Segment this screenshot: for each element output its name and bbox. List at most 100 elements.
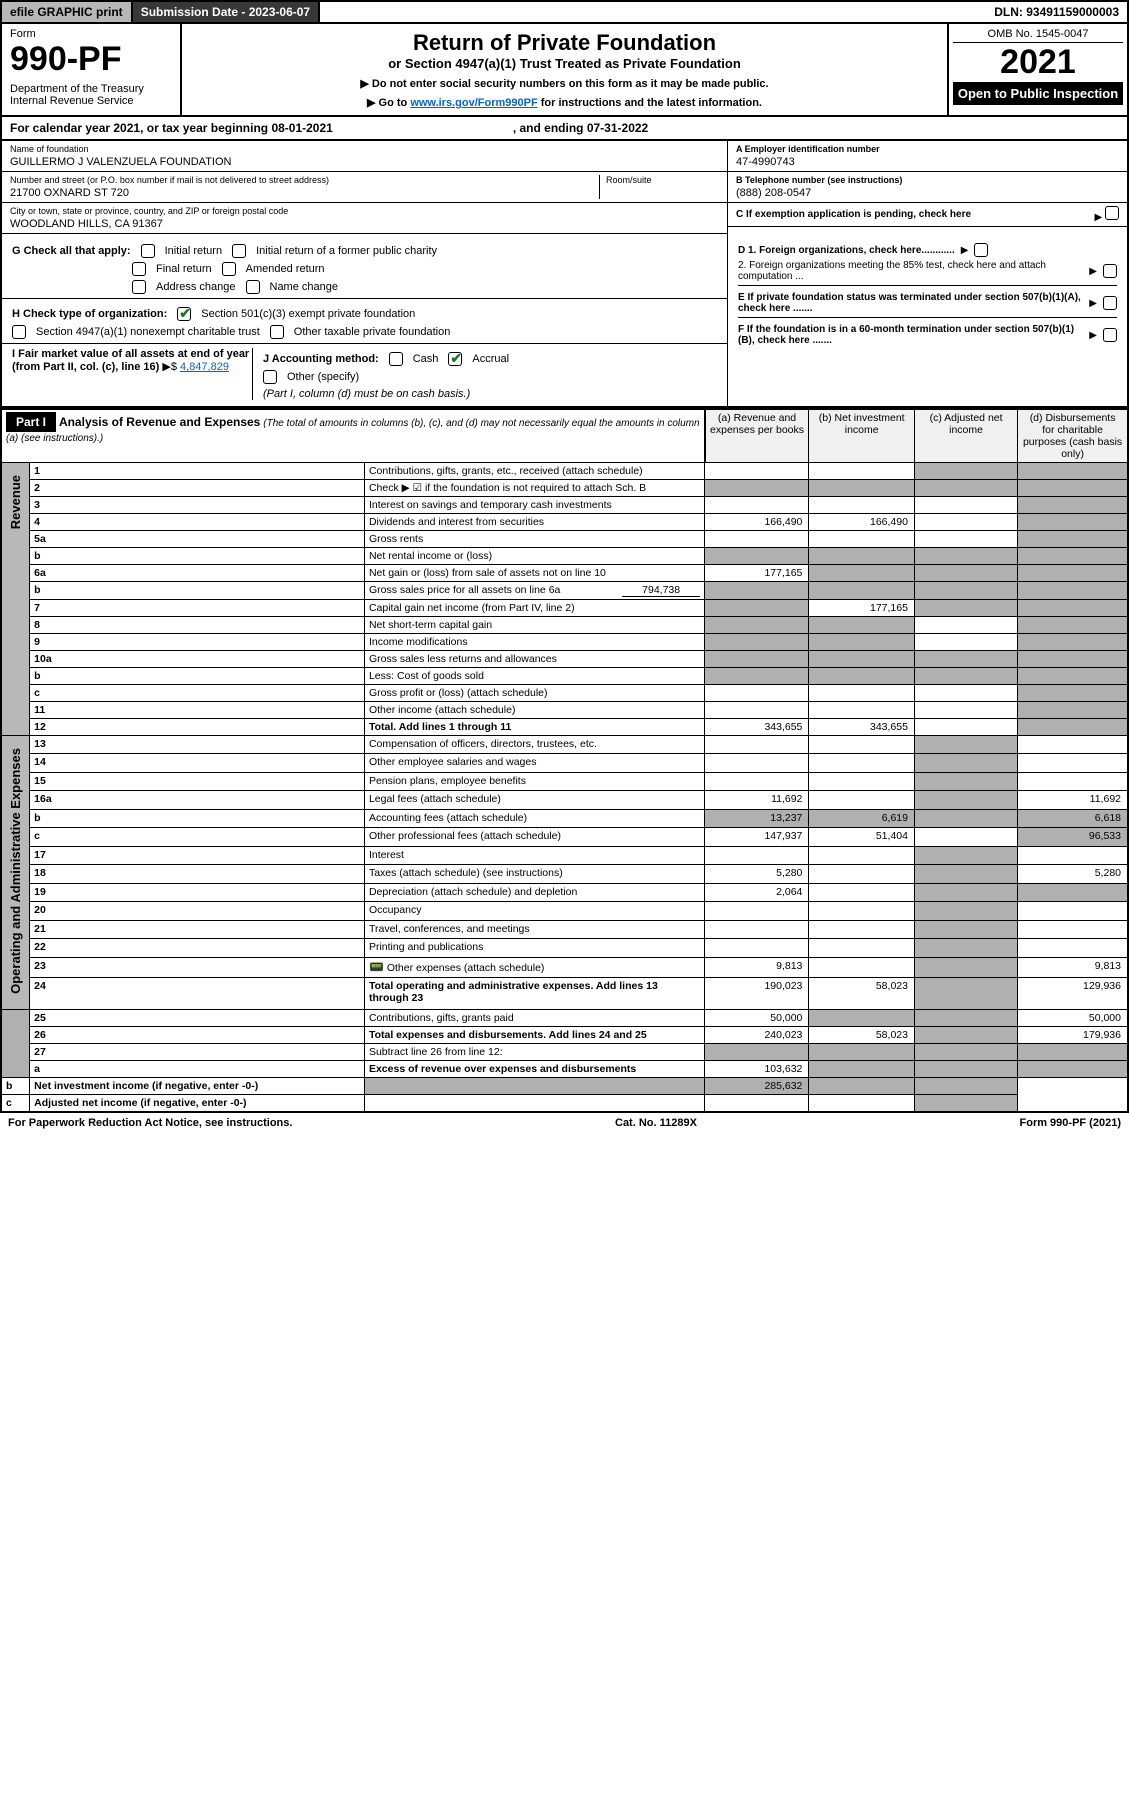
line-description: Gross sales less returns and allowances <box>364 651 704 668</box>
amount-cell <box>705 920 809 938</box>
line-number: b <box>1 1077 30 1094</box>
amount-cell: 177,165 <box>809 600 915 617</box>
amount-cell <box>364 1077 704 1094</box>
line-description: Compensation of officers, directors, tru… <box>364 736 704 754</box>
amount-cell: 13,237 <box>705 809 809 827</box>
amount-cell <box>809 939 915 957</box>
amount-cell <box>914 668 1017 685</box>
form-number: 990-PF <box>10 40 172 79</box>
amount-cell <box>1018 772 1128 790</box>
line-description: Net short-term capital gain <box>364 617 704 634</box>
col-a-header: (a) Revenue and expenses per books <box>705 409 809 463</box>
amount-cell: 50,000 <box>1018 1009 1128 1026</box>
initial-return-checkbox[interactable] <box>141 244 155 258</box>
table-row: 20Occupancy <box>1 902 1128 920</box>
page-footer: For Paperwork Reduction Act Notice, see … <box>0 1113 1129 1133</box>
top-bar: efile GRAPHIC print Submission Date - 20… <box>0 0 1129 24</box>
amount-cell: 9,813 <box>705 957 809 978</box>
amount-cell <box>914 463 1017 480</box>
amount-cell <box>1018 668 1128 685</box>
initial-former-checkbox[interactable] <box>232 244 246 258</box>
line-description: Occupancy <box>364 902 704 920</box>
h-checks: H Check type of organization: Section 50… <box>12 307 717 321</box>
line-description: Interest on savings and temporary cash i… <box>364 497 704 514</box>
line-number: c <box>30 828 365 846</box>
other-taxable-checkbox[interactable] <box>270 325 284 339</box>
instruction-1: Do not enter social security numbers on … <box>188 77 941 90</box>
amended-return-checkbox[interactable] <box>222 262 236 276</box>
amount-cell <box>914 1043 1017 1060</box>
amount-cell <box>914 736 1017 754</box>
address-change-checkbox[interactable] <box>132 280 146 294</box>
amount-cell <box>914 772 1017 790</box>
amount-cell <box>914 883 1017 901</box>
amount-cell <box>914 1026 1017 1043</box>
4947a1-checkbox[interactable] <box>12 325 26 339</box>
exemption-checkbox[interactable] <box>1105 206 1119 220</box>
amount-cell <box>809 791 915 809</box>
line-number: 20 <box>30 902 365 920</box>
line-number: 21 <box>30 920 365 938</box>
line-description: Net rental income or (loss) <box>364 548 704 565</box>
amount-cell <box>809 920 915 938</box>
line-number: a <box>30 1060 365 1077</box>
line-number: b <box>30 809 365 827</box>
status-terminated-checkbox[interactable] <box>1103 296 1117 310</box>
amount-cell <box>914 497 1017 514</box>
501c3-checkbox[interactable] <box>177 307 191 321</box>
table-row: 10aGross sales less returns and allowanc… <box>1 651 1128 668</box>
amount-cell <box>914 978 1017 1010</box>
line-description: Subtract line 26 from line 12: <box>364 1043 704 1060</box>
efile-button[interactable]: efile GRAPHIC print <box>2 2 133 22</box>
amount-cell <box>1018 651 1128 668</box>
60month-checkbox[interactable] <box>1103 328 1117 342</box>
name-change-checkbox[interactable] <box>246 280 260 294</box>
submission-date: Submission Date - 2023-06-07 <box>133 2 320 22</box>
amount-cell <box>914 902 1017 920</box>
amount-cell: 240,023 <box>705 1026 809 1043</box>
amount-cell <box>809 617 915 634</box>
amount-cell <box>914 719 1017 736</box>
table-row: Operating and Administrative Expenses13C… <box>1 736 1128 754</box>
instruction-2: Go to www.irs.gov/Form990PF for instruct… <box>188 96 941 109</box>
amount-cell <box>1018 1060 1128 1077</box>
amount-cell: 11,692 <box>1018 791 1128 809</box>
foreign-org-checkbox[interactable] <box>974 243 988 257</box>
table-row: 5aGross rents <box>1 531 1128 548</box>
amount-cell <box>809 651 915 668</box>
table-row: 23📟 Other expenses (attach schedule)9,81… <box>1 957 1128 978</box>
amount-cell <box>914 702 1017 719</box>
amount-cell <box>914 634 1017 651</box>
irs-link[interactable]: www.irs.gov/Form990PF <box>410 97 537 109</box>
amount-cell <box>809 902 915 920</box>
entity-block: Name of foundation GUILLERMO J VALENZUEL… <box>0 141 1129 234</box>
other-method-checkbox[interactable] <box>263 370 277 384</box>
final-return-checkbox[interactable] <box>132 262 146 276</box>
line-description: Legal fees (attach schedule) <box>364 791 704 809</box>
line-description: Other employee salaries and wages <box>364 754 704 772</box>
col-c-header: (c) Adjusted net income <box>914 409 1017 463</box>
table-row: 11Other income (attach schedule) <box>1 702 1128 719</box>
table-row: bAccounting fees (attach schedule)13,237… <box>1 809 1128 827</box>
form-ref: Form 990-PF (2021) <box>1020 1117 1121 1129</box>
line-description: Other professional fees (attach schedule… <box>364 828 704 846</box>
amount-cell <box>809 497 915 514</box>
cash-checkbox[interactable] <box>389 352 403 366</box>
amount-cell <box>914 828 1017 846</box>
g-checks: G Check all that apply: Initial return I… <box>12 244 717 258</box>
line-description: Pension plans, employee benefits <box>364 772 704 790</box>
line-description: Check ▶ ☑ if the foundation is not requi… <box>364 480 704 497</box>
accrual-checkbox[interactable] <box>448 352 462 366</box>
tax-year: 2021 <box>953 43 1123 82</box>
amount-cell <box>705 531 809 548</box>
amount-cell <box>914 1094 1017 1112</box>
amount-cell <box>809 685 915 702</box>
amount-cell <box>705 736 809 754</box>
revenue-sidebar: Revenue <box>1 463 30 736</box>
amount-cell <box>705 846 809 864</box>
85pct-checkbox[interactable] <box>1103 264 1117 278</box>
foundation-name-cell: Name of foundation GUILLERMO J VALENZUEL… <box>2 141 727 172</box>
amount-cell <box>705 617 809 634</box>
amount-cell <box>705 497 809 514</box>
amount-cell <box>705 1043 809 1060</box>
